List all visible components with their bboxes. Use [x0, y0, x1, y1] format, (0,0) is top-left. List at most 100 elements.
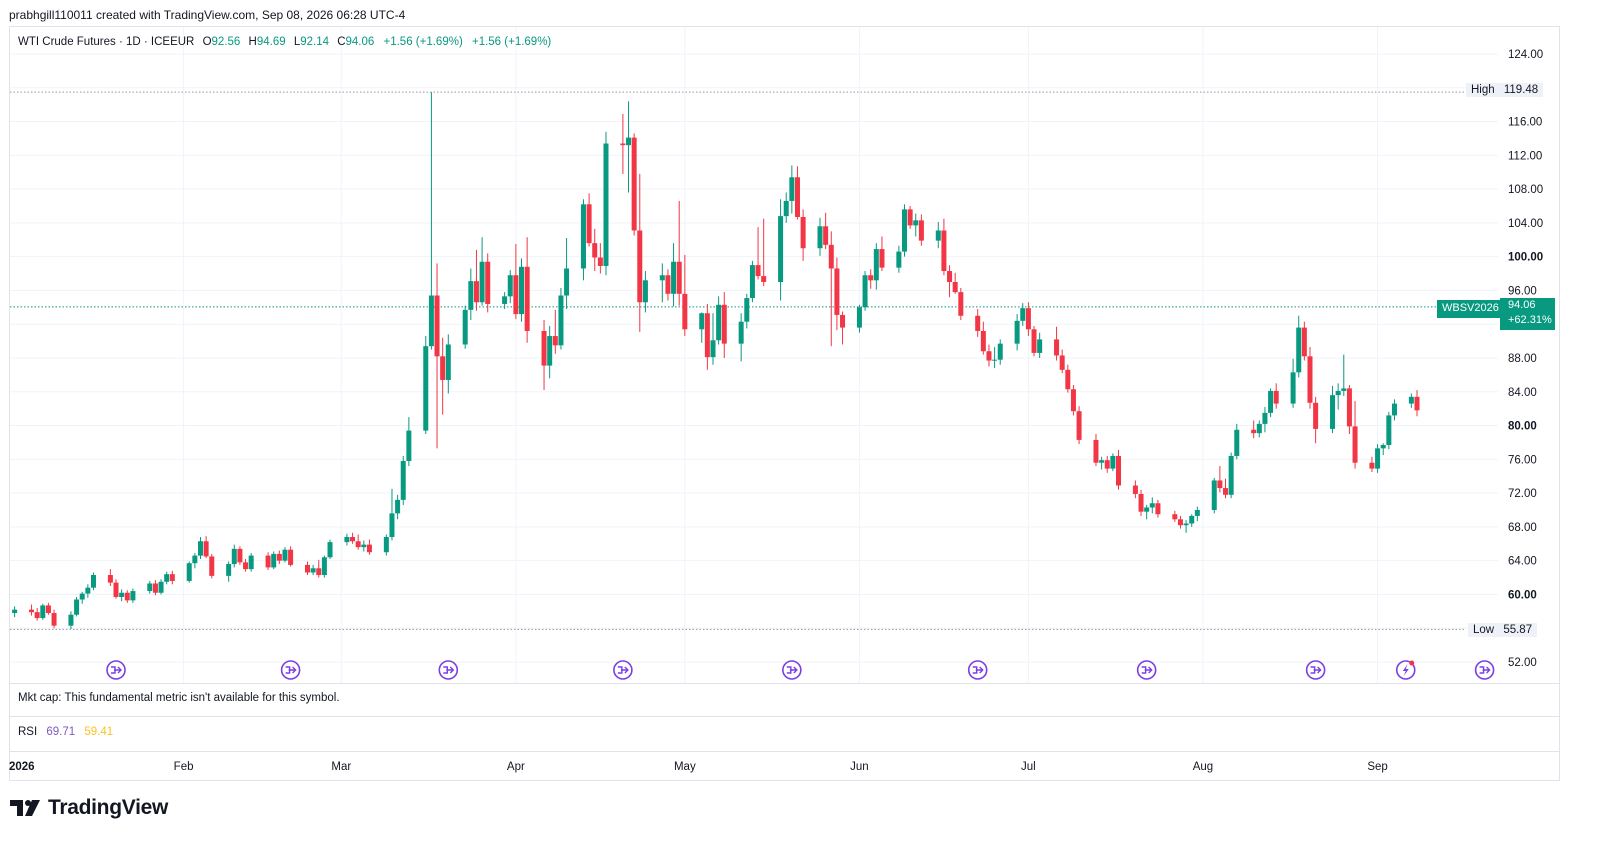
candle[interactable] [485, 253, 491, 313]
candle[interactable] [1330, 385, 1336, 434]
candle[interactable] [1414, 390, 1420, 417]
candle[interactable] [1375, 444, 1381, 473]
candle[interactable] [519, 258, 525, 322]
candle[interactable] [1116, 450, 1122, 490]
candle[interactable] [440, 337, 446, 415]
dividend-arrow-icon[interactable] [438, 660, 459, 680]
candle[interactable] [1189, 514, 1195, 527]
candle[interactable] [682, 254, 688, 337]
candle[interactable] [778, 199, 784, 301]
candle[interactable] [817, 217, 823, 256]
candle[interactable] [282, 547, 288, 563]
candle[interactable] [975, 309, 981, 337]
candle[interactable] [327, 539, 333, 559]
candle[interactable] [671, 243, 677, 307]
candle[interactable] [744, 293, 750, 329]
candle[interactable] [721, 292, 727, 358]
candle[interactable] [209, 553, 215, 579]
rsi-legend[interactable]: RSI 69.71 59.41 [18, 726, 113, 738]
candle[interactable] [941, 218, 947, 276]
candle[interactable] [169, 570, 175, 585]
candle[interactable] [626, 101, 632, 193]
candle[interactable] [564, 238, 570, 310]
candle[interactable] [1273, 383, 1279, 409]
candle[interactable] [395, 494, 401, 520]
candle[interactable] [68, 611, 74, 630]
candle[interactable] [1172, 510, 1178, 522]
candle[interactable] [868, 269, 874, 289]
candle[interactable] [237, 546, 243, 565]
candle[interactable] [1059, 349, 1065, 374]
candle[interactable] [873, 243, 879, 290]
candle[interactable] [276, 550, 282, 565]
candle[interactable] [992, 347, 998, 369]
candle[interactable] [445, 334, 451, 394]
candle[interactable] [749, 260, 755, 303]
candle[interactable] [147, 580, 153, 594]
candle[interactable] [580, 199, 586, 281]
candle[interactable] [783, 192, 789, 223]
dividend-arrow-icon[interactable] [613, 660, 633, 680]
candle[interactable] [637, 173, 643, 332]
candle[interactable] [203, 536, 209, 559]
candle[interactable] [997, 339, 1003, 365]
candle[interactable] [1408, 393, 1414, 408]
candle[interactable] [597, 243, 603, 274]
candle[interactable] [85, 584, 91, 598]
candle[interactable] [119, 589, 125, 602]
candle[interactable] [947, 265, 953, 298]
candle[interactable] [952, 272, 958, 294]
candle[interactable] [586, 193, 592, 247]
candle[interactable] [502, 292, 508, 310]
candle[interactable] [45, 602, 51, 615]
candle[interactable] [1194, 506, 1200, 521]
dividend-arrow-icon[interactable] [782, 660, 802, 680]
candle[interactable] [710, 313, 716, 365]
symbol-legend[interactable]: WTI Crude Futures · 1D · ICEEUR O92.56 H… [18, 36, 551, 48]
candle[interactable] [1352, 401, 1358, 469]
candle[interactable] [1014, 314, 1020, 351]
candle[interactable] [918, 214, 924, 246]
candle[interactable] [620, 113, 626, 174]
candle[interactable] [676, 200, 682, 306]
candle[interactable] [935, 222, 941, 249]
candle[interactable] [468, 268, 474, 320]
candle[interactable] [800, 209, 806, 261]
candle[interactable] [1037, 332, 1043, 358]
candle[interactable] [704, 303, 710, 370]
candle[interactable] [462, 305, 468, 349]
dividend-arrow-icon[interactable] [1136, 660, 1157, 680]
candle[interactable] [840, 311, 846, 345]
candle[interactable] [1144, 504, 1150, 520]
candle[interactable] [1177, 515, 1183, 529]
candle[interactable] [1313, 396, 1319, 444]
candle[interactable] [1301, 321, 1307, 361]
candle[interactable] [1025, 302, 1031, 337]
candle[interactable] [907, 206, 913, 229]
candle[interactable] [1268, 388, 1274, 418]
dividend-arrow-icon[interactable] [967, 660, 988, 680]
candle[interactable] [361, 540, 367, 552]
candle[interactable] [79, 591, 85, 604]
candle[interactable] [1149, 497, 1155, 514]
candle[interactable] [1234, 423, 1240, 460]
candle[interactable] [913, 213, 919, 237]
candle[interactable] [248, 553, 254, 572]
candle[interactable] [1099, 456, 1105, 470]
candle[interactable] [152, 580, 158, 596]
dividend-arrow-icon[interactable] [1305, 660, 1326, 680]
candle[interactable] [231, 544, 237, 568]
candle[interactable] [592, 228, 598, 272]
candle[interactable] [1228, 452, 1234, 499]
candle[interactable] [1341, 354, 1347, 396]
candle[interactable] [980, 321, 986, 355]
candle[interactable] [158, 579, 164, 595]
candle[interactable] [794, 166, 800, 220]
candle[interactable] [1223, 478, 1229, 499]
candle[interactable] [1031, 325, 1037, 357]
candle[interactable] [1065, 364, 1071, 393]
candle[interactable] [631, 133, 637, 236]
candle[interactable] [271, 551, 277, 570]
candle[interactable] [164, 571, 170, 585]
